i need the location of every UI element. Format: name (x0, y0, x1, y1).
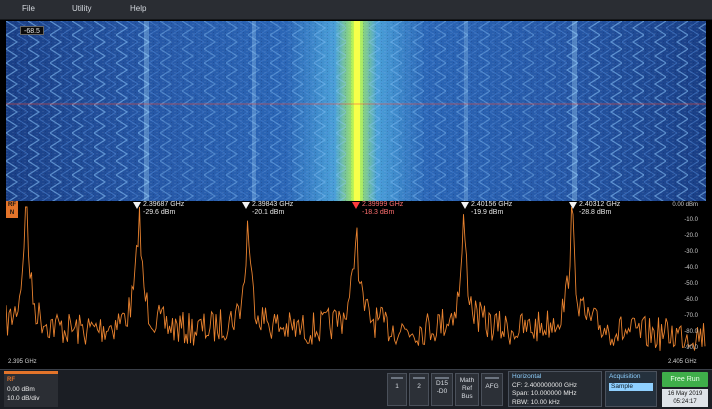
menu-bar: File Utility Help (0, 0, 712, 20)
acquisition-mode: Sample (609, 382, 653, 391)
spectrogram-ref-readout: -68.5 (20, 26, 44, 35)
marker-freq: 2.40156 GHz (471, 201, 513, 208)
y-axis-label: -60.0 (684, 297, 698, 303)
y-axis-label: -80.0 (684, 329, 698, 335)
time-text: 05:24:17 (673, 399, 697, 405)
free-run-button[interactable]: Free Run (662, 372, 708, 387)
marker-level: -20.1 dBm (252, 209, 285, 216)
math-ref-bus-button[interactable]: Math Ref Bus (455, 373, 479, 406)
marker-triangle-icon (242, 202, 250, 209)
marker-freq: 2.40312 GHz (579, 201, 621, 208)
spectrum-trace (5, 206, 706, 351)
spectrogram-pattern (6, 21, 706, 201)
horizontal-settings-badge[interactable]: Horizontal CF: 2.400000000 GHz Span: 10.… (508, 371, 602, 407)
digital-channels-button[interactable]: D15 -D0 (431, 373, 453, 406)
start-frequency: 2.395 GHz (8, 359, 37, 365)
stop-frequency: 2.405 GHz (668, 359, 697, 365)
marker-level: -28.8 dBm (579, 209, 612, 216)
marker-freq: 2.39999 GHz (362, 201, 404, 208)
rf-settings-badge[interactable]: RF 0.00 dBm 10.0 dB/div (4, 371, 58, 407)
y-axis-label: -50.0 (684, 281, 698, 287)
rf-trace-badge: RF N (6, 201, 18, 218)
y-axis-label: -90.0 (684, 345, 698, 351)
rbw-value: RBW: 10.00 kHz (512, 398, 560, 406)
y-axis-label: -40.0 (684, 265, 698, 271)
marker-freq: 2.39843 GHz (252, 201, 294, 208)
span-value: Span: 10.000000 MHz (512, 390, 577, 397)
y-axis-label: 0.00 dBm (672, 202, 698, 208)
acquisition-settings-badge[interactable]: Acquisition Sample (605, 371, 657, 407)
date-text: 16 May 2019 (667, 391, 703, 397)
marker-level: -18.3 dBm (362, 209, 395, 216)
spectrum-view[interactable] (5, 201, 706, 368)
y-axis-label: -10.0 (684, 217, 698, 223)
menu-utility[interactable]: Utility (72, 4, 92, 13)
date-time-display: 16 May 2019 05:24:17 (662, 389, 708, 407)
marker-triangle-icon (133, 202, 141, 209)
channel-1-button[interactable]: 1 (387, 373, 407, 406)
marker-triangle-icon (352, 202, 360, 209)
channel-2-button[interactable]: 2 (409, 373, 429, 406)
marker-triangle-icon (461, 202, 469, 209)
y-axis-label: -20.0 (684, 233, 698, 239)
spectrogram-view[interactable] (6, 21, 706, 201)
center-frequency: CF: 2.400000000 GHz (512, 381, 578, 389)
afg-button[interactable]: AFG (481, 373, 503, 406)
menu-help[interactable]: Help (130, 4, 147, 13)
marker-freq: 2.39687 GHz (143, 201, 185, 208)
rf-scale: 10.0 dB/div (7, 395, 40, 402)
rf-ref-level: 0.00 dBm (7, 386, 35, 393)
y-axis-label: -70.0 (684, 313, 698, 319)
marker-triangle-icon (569, 202, 577, 209)
marker-level: -19.9 dBm (471, 209, 504, 216)
menu-file[interactable]: File (22, 4, 35, 13)
y-axis-label: -30.0 (684, 249, 698, 255)
marker-level: -29.6 dBm (143, 209, 176, 216)
